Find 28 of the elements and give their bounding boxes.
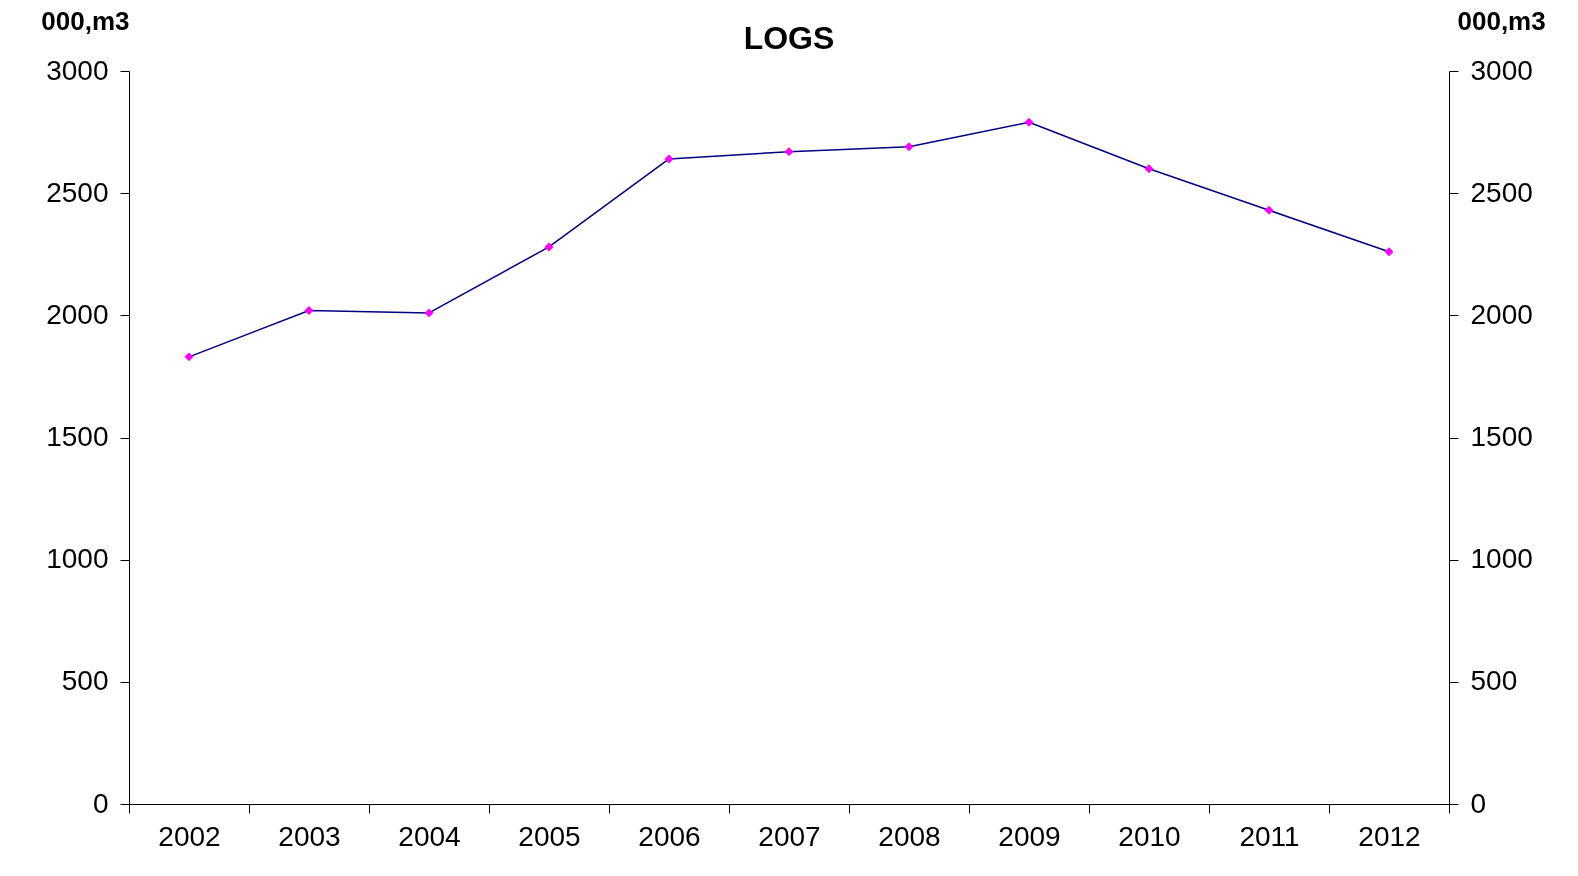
x-tick-label: 2008	[878, 820, 941, 852]
y-tick-label: 2000	[46, 298, 109, 330]
y-axis-title: 000,m3	[41, 5, 130, 36]
y2-tick-label: 2500	[1470, 176, 1533, 208]
y2-tick-label: 3000	[1470, 54, 1533, 86]
x-tick-label: 2005	[518, 820, 581, 852]
y-tick-label: 2500	[46, 176, 109, 208]
y-tick-label: 0	[92, 787, 109, 819]
x-tick-label: 2007	[758, 820, 821, 852]
y2-tick-label: 1000	[1470, 543, 1533, 575]
y2-tick-label: 1500	[1470, 421, 1533, 452]
chart-title: LOGS	[743, 20, 835, 56]
y2-tick-label: 0	[1470, 787, 1487, 819]
x-tick-label: 2006	[638, 820, 701, 852]
x-tick-label: 2012	[1358, 820, 1421, 852]
y-tick-label: 3000	[46, 54, 109, 86]
x-tick-label: 2003	[278, 820, 341, 852]
y2-tick-label: 2000	[1470, 298, 1533, 330]
x-tick-label: 2002	[158, 820, 221, 852]
y2-tick-label: 500	[1470, 665, 1518, 697]
y-tick-label: 500	[61, 665, 109, 697]
x-tick-label: 2011	[1239, 820, 1300, 852]
y-tick-label: 1500	[46, 421, 109, 452]
y2-axis-title: 000,m3	[1457, 5, 1546, 36]
y-tick-label: 1000	[46, 543, 109, 575]
x-tick-label: 2009	[998, 820, 1061, 852]
x-tick-label: 2010	[1118, 820, 1181, 852]
x-tick-label: 2004	[398, 820, 461, 852]
